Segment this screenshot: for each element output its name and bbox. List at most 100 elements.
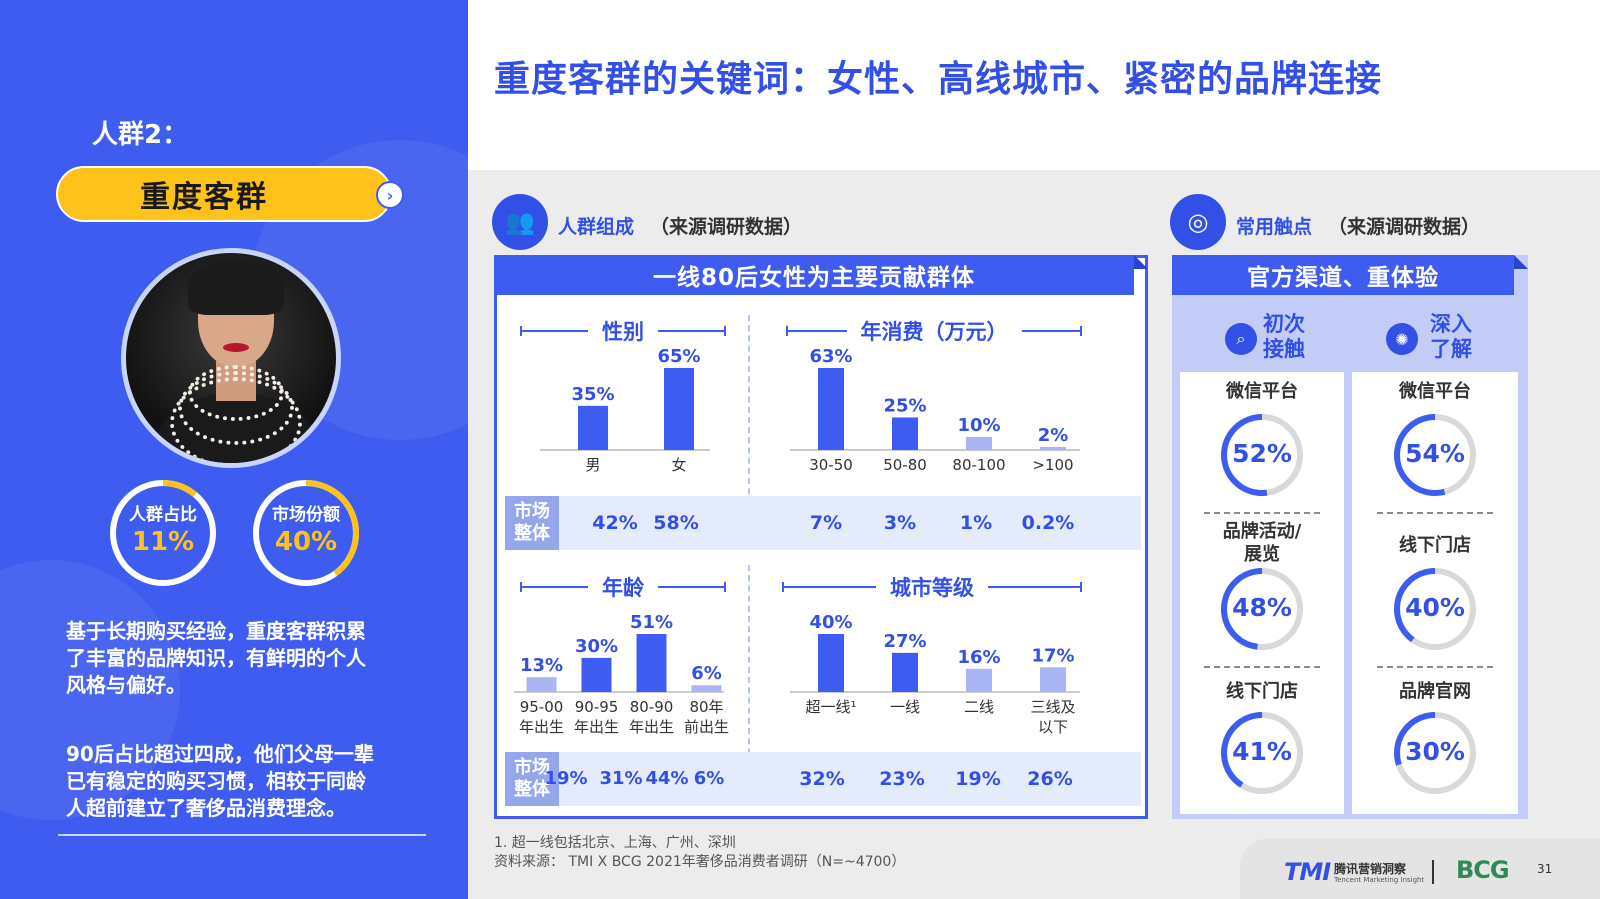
market-value: 31% (599, 768, 643, 789)
touchpoint-ring: 30% (1392, 710, 1478, 796)
ring-arc (1394, 568, 1476, 650)
dashed-divider (1377, 512, 1493, 514)
bar-value-label: 25% (883, 395, 926, 416)
market-value: 44% (645, 768, 689, 789)
category-label: 三线及 (1030, 698, 1075, 716)
desc-line: 人超前建立了奢侈品消费理念。 (66, 796, 346, 820)
persona-portrait (121, 248, 341, 468)
market-value: 0.2% (1021, 512, 1075, 534)
ring-label: 市场份额 (272, 505, 340, 525)
bar (818, 368, 844, 450)
portrait-hair (188, 259, 284, 315)
category-label: >100 (1032, 456, 1073, 474)
population-banner: 一线80后女性为主要贡献群体 (494, 255, 1148, 295)
market-value: 32% (799, 768, 845, 790)
touchpoint-value: 48% (1232, 593, 1292, 622)
category-label: 二线 (964, 698, 994, 716)
touchpoint-ring: 52% (1219, 412, 1305, 498)
market-value: 26% (1027, 768, 1073, 790)
category-label: 30-50 (809, 456, 853, 474)
ring-label: 人群占比 (129, 505, 197, 525)
ring-chart (1221, 414, 1303, 496)
spending-chart: 63% 30-50 25% 50-80 10% 80-100 2% >100 (790, 340, 1080, 504)
section-title: 人群组成 (558, 216, 635, 238)
touchpoint-value: 41% (1232, 737, 1292, 766)
footer-bar (1240, 838, 1600, 899)
market-tag: 市场 整体 (505, 496, 559, 550)
category-label: 男 (585, 456, 600, 474)
persona-pill-label: 重度客群 (140, 180, 268, 215)
bar-value-label: 2% (1038, 425, 1069, 446)
chevron-right-icon: › (376, 181, 404, 209)
tmi-logo-cn: 腾讯营销洞察 (1334, 862, 1407, 876)
category-label: 年出生 (519, 718, 564, 736)
touchpoint-label: 线下门店 (1226, 681, 1298, 702)
dashed-divider (1377, 666, 1493, 668)
bar-value-label: 65% (657, 346, 700, 367)
bar (1040, 447, 1066, 450)
touchpoint-value: 40% (1405, 593, 1465, 622)
footnote: 1. 超一线包括北京、上海、广州、深圳 资料来源： TMI X BCG 2021… (494, 834, 905, 872)
category-label: 90-95 (575, 698, 619, 716)
portrait-lips (223, 343, 249, 352)
category-label: 50-80 (883, 456, 927, 474)
city-tier-heading: 城市等级 (782, 572, 1082, 602)
touchpoint-ring: 41% (1219, 710, 1305, 796)
category-label: 女 (671, 456, 686, 474)
desc-line: 90后占比超过四成，他们父母一辈 (66, 742, 374, 766)
touchpoint-ring: 54% (1392, 412, 1478, 498)
ring-arc (1221, 712, 1303, 794)
bar (1040, 667, 1066, 692)
market-value: 23% (879, 768, 925, 790)
bar-chart-svg: 35% 男 65% 女 (540, 346, 710, 474)
people-icon: 👥 (492, 194, 548, 250)
touchpoint-value: 54% (1405, 439, 1465, 468)
tmi-logo-en: Tencent Marketing Insight (1334, 876, 1425, 884)
gender-heading: 性别 (520, 316, 726, 346)
bar-chart-svg: 63% 30-50 25% 50-80 10% 80-100 2% >100 (790, 346, 1080, 474)
bar-value-label: 13% (520, 655, 563, 676)
bar-value-label: 17% (1031, 645, 1074, 666)
ring-arc (1394, 712, 1476, 794)
section-subtitle: （来源调研数据） (1328, 216, 1481, 238)
touchpoint-column (1180, 372, 1344, 814)
touchpoint-column (1352, 372, 1518, 814)
deep-understanding-head: 深入 了解 (1430, 312, 1472, 361)
ring-chart (1394, 712, 1476, 794)
persona-label: 人群2： (92, 120, 189, 150)
brain-icon: ✺ (1386, 323, 1418, 355)
pearl-necklace (170, 377, 302, 463)
ring-arc (110, 480, 216, 586)
category-label: 95-00 (520, 698, 564, 716)
vertical-divider (748, 315, 750, 535)
ring-arc (1221, 414, 1303, 496)
vertical-divider (748, 565, 750, 785)
dashed-divider (1204, 666, 1320, 668)
target-icon: ◎ (1170, 194, 1226, 250)
page-number: 31 (1537, 862, 1553, 876)
page-title: 重度客群的关键词：女性、高线城市、紧密的品牌连接 (494, 59, 1383, 100)
ring-chart (1221, 568, 1303, 650)
source-line: 资料来源： TMI X BCG 2021年奢侈品消费者调研（N=~4700） (494, 854, 906, 870)
age-chart: 13% 95-00 年出生 30% 90-95 年出生 51% 80-90 年出生 6% 80年 前出… (514, 606, 729, 746)
ring-chart (1221, 712, 1303, 794)
bar-value-label: 27% (883, 631, 926, 652)
touchpoint-label: 微信平台 (1226, 381, 1298, 402)
bar (526, 677, 557, 692)
bar (691, 685, 722, 692)
bar-value-label: 35% (571, 384, 614, 405)
footnote-line: 1. 超一线包括北京、上海、广州、深圳 (494, 835, 736, 851)
market-value: 19% (955, 768, 1001, 790)
bar (581, 657, 612, 692)
ring-chart (110, 480, 216, 586)
market-value: 6% (693, 768, 725, 789)
touchpoint-ring: 40% (1392, 566, 1478, 652)
bar-value-label: 10% (957, 415, 1000, 436)
touchpoint-ring: 48% (1219, 566, 1305, 652)
bar-value-label: 51% (630, 612, 673, 633)
tmi-logo: TMI (1284, 858, 1331, 886)
market-value: 19% (544, 768, 588, 789)
desc-line: 已有稳定的购买习惯，相较于同龄 (66, 769, 366, 793)
bar (818, 634, 844, 692)
